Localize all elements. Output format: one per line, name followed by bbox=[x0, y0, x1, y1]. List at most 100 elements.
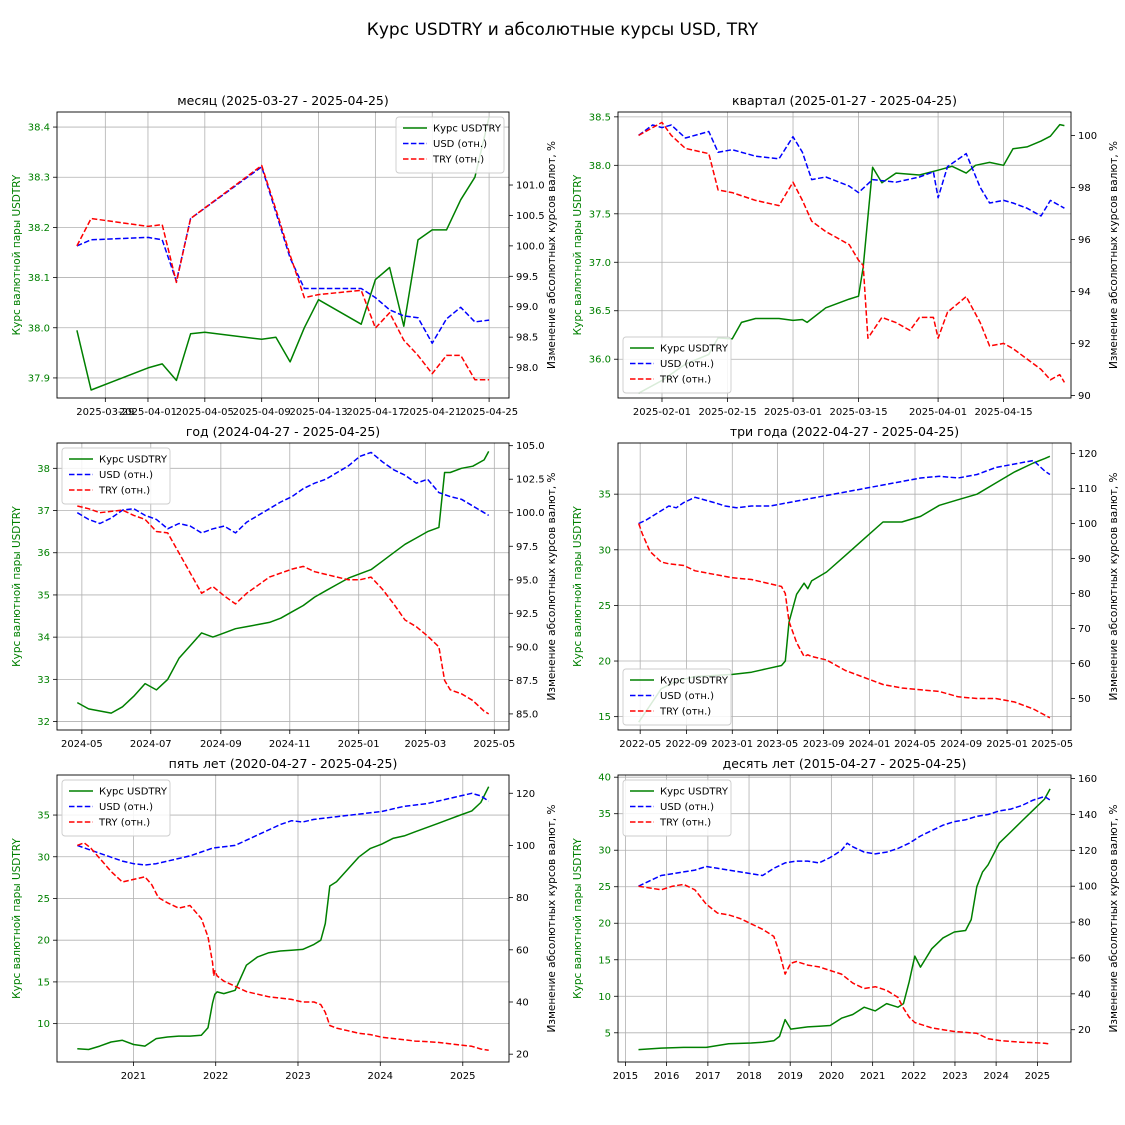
y-right-tick-label: 98.0 bbox=[516, 363, 538, 374]
subplot-title: три года (2022-04-27 - 2025-04-25) bbox=[730, 424, 959, 439]
x-tick-label: 2025-04-21 bbox=[403, 407, 461, 418]
series-line-try bbox=[638, 121, 1066, 383]
x-tick-label: 2025-04-01 bbox=[119, 407, 177, 418]
y-tick-label: 15 bbox=[598, 712, 611, 723]
grid bbox=[618, 443, 1071, 730]
x-tick-label: 2025-03-15 bbox=[829, 407, 887, 418]
x-tick-label: 2025-02-01 bbox=[633, 407, 691, 418]
y-right-tick-label: 80 bbox=[1078, 589, 1091, 600]
x-tick-label: 2022-05 bbox=[619, 739, 661, 750]
x-tick-label: 2024-09 bbox=[200, 739, 242, 750]
y-right-tick-label: 95.0 bbox=[516, 575, 538, 586]
y-right-tick-label: 160 bbox=[1078, 774, 1097, 785]
series-line-usd bbox=[638, 459, 1051, 525]
y-right-axis-label: Изменение абсолютных курсов валют, % bbox=[1108, 141, 1120, 369]
y-right-tick-label: 80 bbox=[516, 893, 529, 904]
y-tick-label: 15 bbox=[37, 977, 50, 988]
y-right-tick-label: 85.0 bbox=[516, 709, 538, 720]
y-right-tick-label: 120 bbox=[1078, 449, 1097, 460]
y-right-tick-label: 100.5 bbox=[516, 211, 545, 222]
y-tick-label: 30 bbox=[598, 846, 611, 857]
y-tick-label: 10 bbox=[37, 1019, 50, 1030]
y-axis-label: Курс валютной пары USDTRY bbox=[11, 838, 23, 999]
y-tick-label: 35 bbox=[37, 811, 50, 822]
x-tick-label: 2025-04-13 bbox=[289, 407, 347, 418]
x-tick-label: 2025-05 bbox=[473, 739, 515, 750]
x-tick-label: 2017 bbox=[695, 1071, 720, 1082]
grid bbox=[618, 775, 1071, 1062]
y-tick-label: 15 bbox=[598, 955, 611, 966]
y-axis-label: Курс валютной пары USDTRY bbox=[572, 174, 584, 335]
y-right-axis-label: Изменение абсолютных курсов валют, % bbox=[546, 804, 558, 1032]
x-tick-label: 2022 bbox=[203, 1071, 228, 1082]
x-tick-label: 2019 bbox=[777, 1071, 802, 1082]
y-right-tick-label: 100.0 bbox=[516, 508, 545, 519]
series-line-try bbox=[76, 164, 490, 381]
y-axis-label: Курс валютной пары USDTRY bbox=[11, 174, 23, 335]
y-right-tick-label: 20 bbox=[1078, 1025, 1091, 1036]
y-right-tick-label: 96 bbox=[1078, 235, 1091, 246]
y-tick-label: 35 bbox=[37, 590, 50, 601]
y-tick-label: 20 bbox=[598, 919, 611, 930]
y-tick-label: 37.0 bbox=[589, 258, 611, 269]
legend-label-usd: USD (отн.) bbox=[660, 691, 714, 702]
legend-label-pair: Курс USDTRY bbox=[99, 787, 168, 798]
x-tick-label: 2024-05 bbox=[61, 739, 103, 750]
x-tick-label: 2025-02-15 bbox=[698, 407, 756, 418]
legend: Курс USDTRY USD (отн.) TRY (отн.) bbox=[622, 336, 732, 394]
x-tick-label: 2024-11 bbox=[269, 739, 311, 750]
x-tick-label: 2025-03-01 bbox=[764, 407, 822, 418]
subplot-five-years: 2021 2022 2023 2024 202510152025303520406080… bbox=[11, 756, 558, 1082]
y-right-tick-label: 120 bbox=[516, 789, 535, 800]
y-tick-label: 38.1 bbox=[28, 273, 50, 284]
subplot-three-years: 2022-05 2022-09 2023-01 2023-05 2023-09 2024-… bbox=[572, 424, 1120, 750]
x-tick-label: 2018 bbox=[736, 1071, 761, 1082]
x-tick-label: 2025-04-09 bbox=[233, 407, 291, 418]
grid bbox=[57, 443, 509, 730]
x-tick-label: 2025-04-01 bbox=[909, 407, 967, 418]
x-tick-label: 2025-04-17 bbox=[346, 407, 404, 418]
y-axis-label: Курс валютной пары USDTRY bbox=[572, 506, 584, 667]
legend-label-usd: USD (отн.) bbox=[99, 470, 153, 481]
x-tick-label: 2024-09 bbox=[940, 739, 982, 750]
series-line-try bbox=[637, 523, 1051, 719]
y-right-tick-label: 100 bbox=[516, 841, 535, 852]
x-tick-label: 2025-04-25 bbox=[460, 407, 518, 418]
y-right-axis-label: Изменение абсолютных курсов валют, % bbox=[546, 472, 558, 700]
series-line-try bbox=[77, 505, 490, 715]
legend-label-pair: Курс USDTRY bbox=[99, 455, 168, 466]
y-right-tick-label: 40 bbox=[1078, 989, 1091, 1000]
subplot-quarter: 2025-02-01 2025-02-15 2025-03-01 2025-03-15… bbox=[572, 93, 1120, 418]
y-tick-label: 35 bbox=[598, 490, 611, 501]
y-right-tick-label: 100.0 bbox=[516, 241, 545, 252]
x-tick-label: 2025 bbox=[1025, 1071, 1050, 1082]
legend: Курс USDTRY USD (отн.) TRY (отн.) bbox=[61, 779, 171, 837]
series-line-pair bbox=[77, 786, 490, 1051]
y-right-tick-label: 110 bbox=[1078, 484, 1097, 495]
y-right-tick-label: 70 bbox=[1078, 624, 1091, 635]
y-tick-label: 38.5 bbox=[589, 112, 611, 123]
x-tick-label: 2022 bbox=[901, 1071, 926, 1082]
y-tick-label: 38 bbox=[37, 464, 50, 475]
y-right-tick-label: 80 bbox=[1078, 918, 1091, 929]
y-right-tick-label: 92 bbox=[1078, 339, 1091, 350]
legend-label-try: TRY (отн.) bbox=[98, 486, 150, 497]
y-right-tick-label: 100 bbox=[1078, 882, 1097, 893]
y-tick-label: 30 bbox=[37, 852, 50, 863]
y-tick-label: 38.2 bbox=[28, 223, 50, 234]
y-right-tick-label: 60 bbox=[516, 945, 529, 956]
grid bbox=[57, 112, 509, 398]
axes-frame bbox=[56, 774, 510, 1063]
subplot-title: месяц (2025-03-27 - 2025-04-25) bbox=[177, 93, 389, 108]
series-line-try bbox=[638, 883, 1051, 1045]
y-right-tick-label: 99.5 bbox=[516, 272, 538, 283]
legend-label-usd: USD (отн.) bbox=[433, 139, 487, 150]
x-tick-label: 2023-05 bbox=[756, 739, 798, 750]
series-line-usd bbox=[76, 451, 490, 534]
y-tick-label: 37 bbox=[37, 506, 50, 517]
legend-label-pair: Курс USDTRY bbox=[433, 124, 502, 135]
y-tick-label: 38.4 bbox=[28, 123, 50, 134]
x-tick-label: 2023-01 bbox=[711, 739, 753, 750]
y-right-tick-label: 98.5 bbox=[516, 333, 538, 344]
y-right-tick-label: 140 bbox=[1078, 810, 1097, 821]
